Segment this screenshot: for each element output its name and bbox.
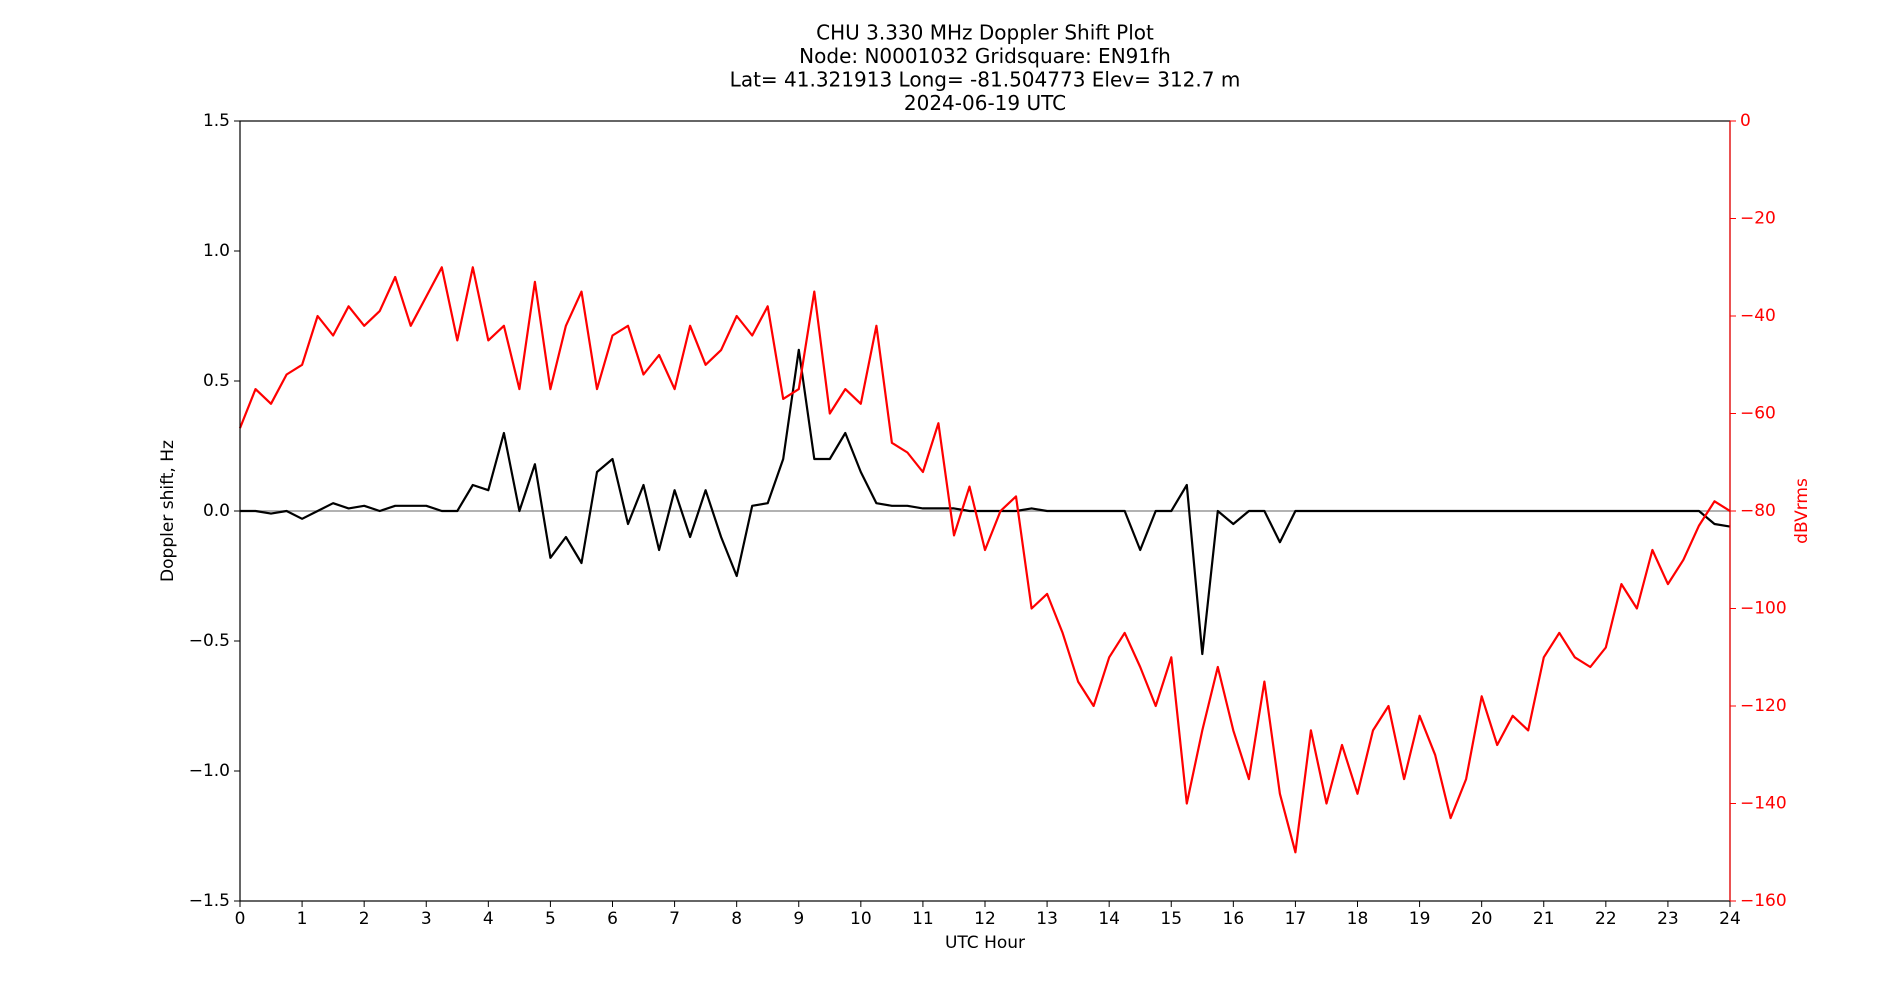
x-tick-label: 9 <box>793 909 804 929</box>
x-tick-label: 5 <box>545 909 556 929</box>
x-tick-label: 16 <box>1223 909 1245 929</box>
data-line <box>240 348 1731 656</box>
y-tick-label: −0.5 <box>189 631 230 651</box>
x-tick-label: 13 <box>1036 909 1058 929</box>
x-tick-label: 3 <box>421 909 432 929</box>
y-tick-label: 1.0 <box>203 241 230 261</box>
x-axis-label: UTC Hour <box>945 933 1025 953</box>
x-tick-label: 1 <box>297 909 308 929</box>
x-tick-label: 22 <box>1595 909 1617 929</box>
x-tick-label: 20 <box>1471 909 1493 929</box>
chart-title: Node: N0001032 Gridsquare: EN91fh <box>799 44 1171 68</box>
x-tick-label: 7 <box>669 909 680 929</box>
y2-tick-label: −80 <box>1740 501 1776 521</box>
x-tick-label: 10 <box>850 909 872 929</box>
x-tick-label: 6 <box>607 909 618 929</box>
y2-tick-label: −60 <box>1740 404 1776 424</box>
x-tick-label: 15 <box>1160 909 1182 929</box>
chart-title: CHU 3.330 MHz Doppler Shift Plot <box>816 21 1154 45</box>
x-tick-label: 21 <box>1533 909 1555 929</box>
x-tick-label: 14 <box>1098 909 1120 929</box>
y-tick-label: −1.5 <box>189 891 230 911</box>
x-tick-label: 24 <box>1719 909 1741 929</box>
y-tick-label: 1.5 <box>203 111 230 131</box>
chart-title: Lat= 41.321913 Long= -81.504773 Elev= 31… <box>730 68 1241 92</box>
y2-tick-label: −20 <box>1740 209 1776 229</box>
y2-tick-label: −160 <box>1740 891 1787 911</box>
x-tick-label: 12 <box>974 909 996 929</box>
y2-tick-label: −140 <box>1740 794 1787 814</box>
y2-axis-label: dBVrms <box>1792 478 1812 544</box>
x-tick-label: 4 <box>483 909 494 929</box>
y2-tick-label: 0 <box>1740 111 1751 131</box>
y2-tick-label: −120 <box>1740 696 1787 716</box>
data-line <box>238 266 1731 854</box>
x-tick-label: 23 <box>1657 909 1679 929</box>
x-tick-label: 8 <box>731 909 742 929</box>
y-tick-label: −1.0 <box>189 761 230 781</box>
x-tick-label: 11 <box>912 909 934 929</box>
x-tick-label: 19 <box>1409 909 1431 929</box>
chart-title: 2024-06-19 UTC <box>904 91 1066 115</box>
x-tick-label: 2 <box>359 909 370 929</box>
y2-tick-label: −40 <box>1740 306 1776 326</box>
x-tick-label: 17 <box>1285 909 1307 929</box>
x-tick-label: 0 <box>235 909 246 929</box>
x-tick-label: 18 <box>1347 909 1369 929</box>
y-axis-label: Doppler shift, Hz <box>158 440 178 582</box>
y-tick-label: 0.5 <box>203 371 230 391</box>
y-tick-label: 0.0 <box>203 501 230 521</box>
y2-tick-label: −100 <box>1740 599 1787 619</box>
